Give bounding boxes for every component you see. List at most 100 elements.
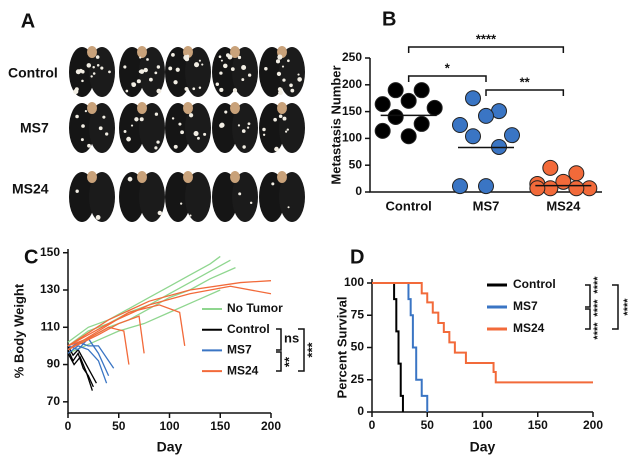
- survival-curve: [372, 282, 593, 384]
- nodule: [138, 70, 142, 73]
- nodule: [131, 82, 137, 88]
- trachea: [137, 102, 147, 114]
- nodule: [149, 77, 153, 82]
- y-tick-label: 0: [355, 184, 362, 198]
- dot: [465, 90, 481, 107]
- lung-lobe: [232, 47, 258, 97]
- dot: [400, 128, 417, 145]
- nodule: [297, 73, 300, 76]
- x-tick-label: Control: [386, 198, 432, 213]
- nodule: [225, 53, 230, 58]
- nodule: [241, 78, 245, 81]
- nodule: [274, 146, 279, 152]
- nodule: [262, 133, 266, 136]
- nodule: [98, 126, 103, 131]
- significance-bracket: [407, 46, 565, 53]
- nodule: [154, 146, 158, 150]
- nodule: [277, 54, 283, 60]
- dot: [374, 96, 391, 113]
- dot: [387, 82, 404, 99]
- nodule: [154, 71, 158, 75]
- lung-lobe: [139, 47, 165, 97]
- nodule: [95, 55, 100, 59]
- lung-lobe: [119, 47, 145, 97]
- nodule: [264, 67, 268, 71]
- nodule: [180, 202, 183, 205]
- trachea: [230, 102, 240, 114]
- nodule: [184, 86, 189, 91]
- legend-label: MS24: [513, 321, 545, 335]
- significance-label: ****: [622, 298, 634, 316]
- y-tick-label: 150: [342, 104, 362, 118]
- lung-lobe: [279, 103, 305, 153]
- trachea: [277, 171, 287, 183]
- nodule: [249, 201, 253, 205]
- lung-lobe: [232, 103, 258, 153]
- significance-bracket: [585, 284, 591, 308]
- y-axis-label: Metastasis Number: [328, 65, 343, 184]
- nodule: [285, 130, 288, 133]
- x-tick-label: 0: [65, 419, 72, 433]
- weight-line: [67, 345, 108, 384]
- nodule: [126, 136, 131, 142]
- weight-line: [67, 255, 221, 343]
- nodule: [136, 79, 141, 84]
- survival-curve: [372, 282, 404, 412]
- nodule: [224, 110, 228, 114]
- survival-curve: [372, 282, 429, 412]
- y-tick-label: 150: [40, 245, 60, 259]
- weight-line: [67, 285, 272, 347]
- nodule: [123, 65, 127, 69]
- trachea: [277, 102, 287, 114]
- dot: [542, 159, 559, 176]
- panel-letter: A: [21, 10, 35, 32]
- significance-label: ns: [284, 330, 299, 345]
- y-tick-label: 200: [342, 77, 362, 91]
- lung-lobe: [89, 172, 115, 222]
- nodule: [242, 145, 246, 149]
- y-axis-label: % Body Weight: [11, 283, 26, 378]
- lung-lobe: [212, 103, 238, 153]
- dot: [504, 127, 520, 144]
- nodule: [173, 80, 178, 85]
- dot: [426, 99, 443, 116]
- row-label: MS24: [12, 181, 49, 197]
- dot: [568, 180, 585, 197]
- nodule: [189, 214, 192, 217]
- nodule: [218, 55, 222, 59]
- nodule: [203, 132, 207, 136]
- significance-bracket: [585, 308, 591, 330]
- nodule: [197, 136, 200, 140]
- nodule: [92, 72, 96, 75]
- weight-line: [67, 353, 93, 391]
- y-tick-label: 110: [41, 319, 61, 333]
- nodule: [194, 62, 200, 68]
- nodule: [277, 87, 283, 92]
- x-tick-label: 50: [421, 418, 435, 432]
- nodule: [139, 117, 144, 122]
- lung-lobe: [232, 172, 258, 222]
- nodule: [201, 63, 204, 66]
- nodule: [123, 130, 127, 133]
- lung-lobe: [119, 103, 145, 153]
- nodule: [92, 65, 95, 69]
- dot: [478, 178, 494, 195]
- nodule: [286, 128, 289, 131]
- y-tick-label: 50: [349, 157, 363, 171]
- y-tick-label: 70: [47, 394, 61, 408]
- significance-label: ****: [476, 31, 497, 46]
- y-tick-label: 250: [342, 50, 362, 64]
- nodule: [275, 59, 281, 64]
- lung-lobe: [165, 172, 191, 222]
- nodule: [188, 113, 194, 118]
- y-tick-label: 130: [40, 282, 60, 296]
- nodule: [219, 87, 224, 93]
- nodule: [146, 58, 149, 61]
- dot: [413, 82, 430, 99]
- lung-lobe: [139, 103, 165, 153]
- nodule: [219, 122, 225, 128]
- nodule: [276, 71, 282, 77]
- dot: [387, 108, 404, 125]
- nodule: [287, 59, 290, 63]
- significance-bracket: [276, 328, 282, 351]
